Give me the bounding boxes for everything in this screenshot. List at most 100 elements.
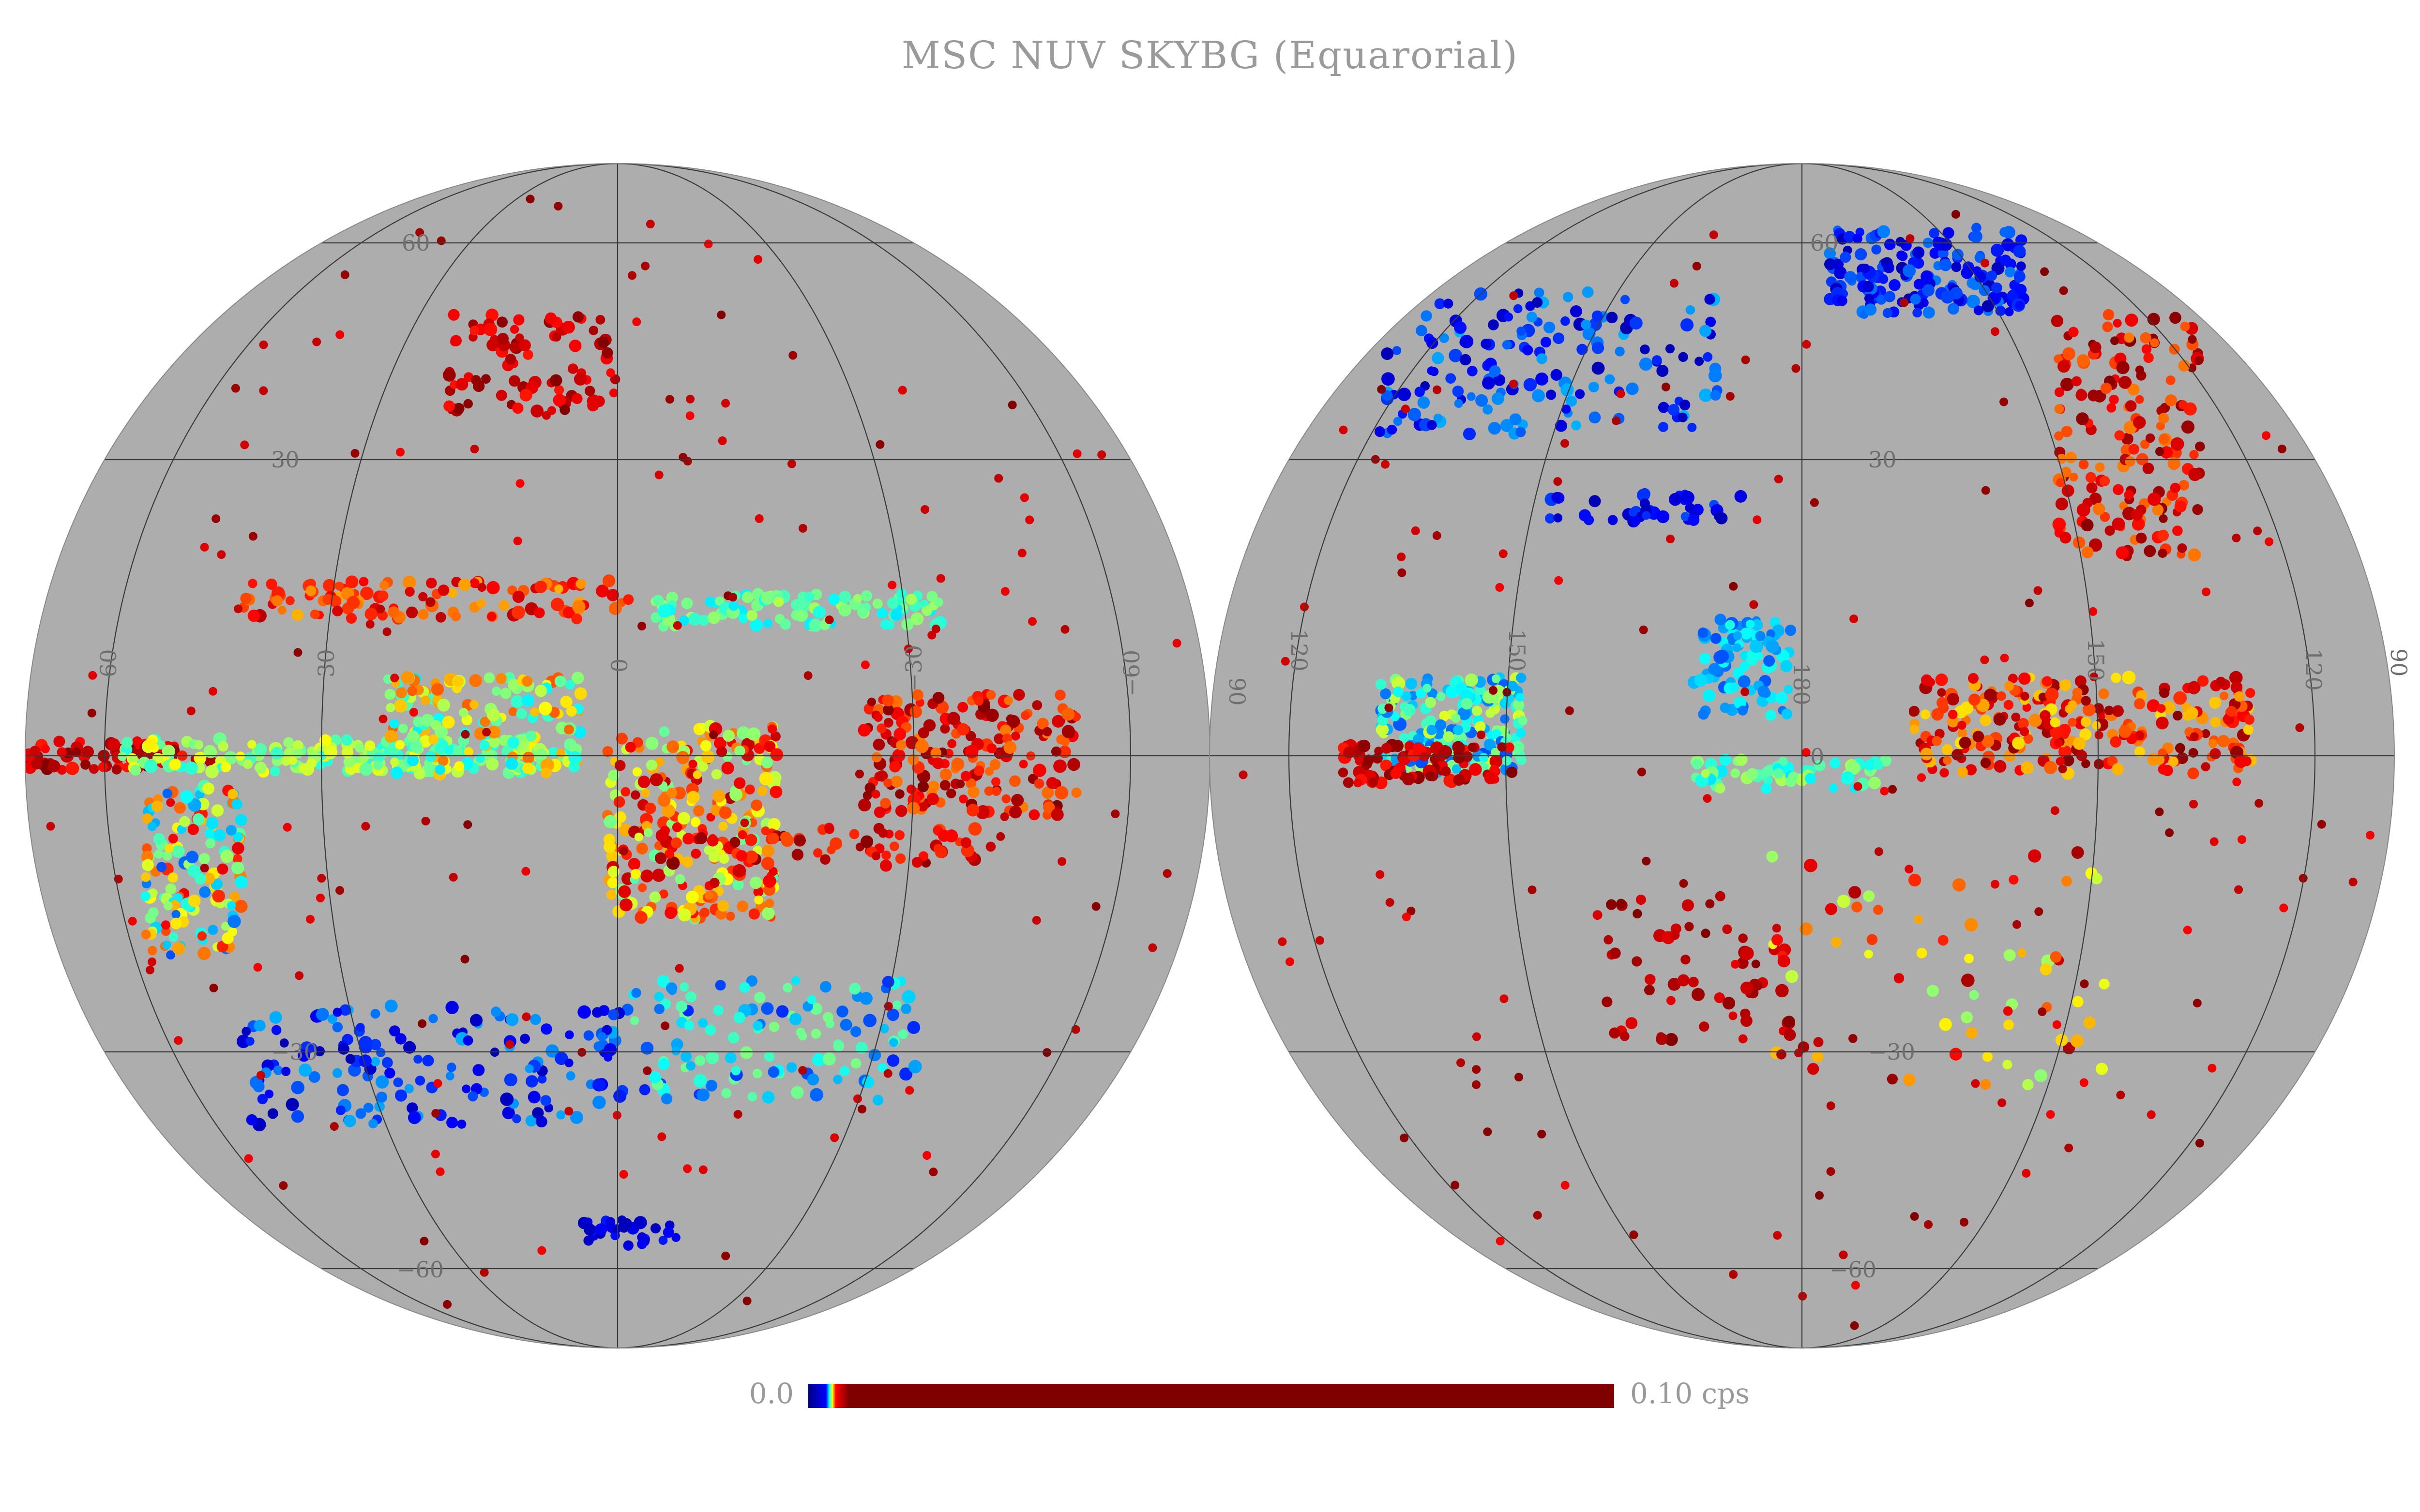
sky-field-dot xyxy=(1766,640,1779,653)
sky-field-dot xyxy=(1774,475,1783,484)
sky-field-dot xyxy=(436,612,446,623)
sky-field-dot xyxy=(2253,526,2262,536)
sky-field-dot xyxy=(666,740,680,753)
sky-field-dot xyxy=(2157,529,2169,541)
sky-field-dot xyxy=(2208,739,2218,748)
sky-field-dot xyxy=(572,311,584,323)
sky-field-dot xyxy=(637,622,647,630)
sky-field-dot xyxy=(686,890,699,904)
sky-field-dot xyxy=(1866,934,1878,945)
sky-field-dot xyxy=(220,850,234,863)
sky-field-dot xyxy=(231,384,240,393)
sky-field-dot xyxy=(2277,444,2286,453)
sky-field-dot xyxy=(1936,697,1948,709)
sky-field-dot xyxy=(810,1088,823,1102)
sky-field-dot xyxy=(513,314,525,326)
sky-field-dot xyxy=(1522,344,1533,356)
sky-field-dot xyxy=(464,747,473,757)
sky-field-dot xyxy=(156,862,167,872)
sky-field-dot xyxy=(2045,688,2059,702)
sky-field-dot xyxy=(475,753,485,763)
sky-field-dot xyxy=(565,680,575,689)
sky-field-dot xyxy=(738,830,747,839)
sky-field-dot xyxy=(229,891,240,902)
sky-field-dot xyxy=(1705,899,1715,909)
sky-field-dot xyxy=(675,964,684,973)
sky-field-dot xyxy=(330,1122,339,1131)
sky-field-dot xyxy=(1980,757,1991,768)
sky-field-dot xyxy=(406,606,418,618)
sky-field-dot xyxy=(1591,342,1604,354)
sky-field-dot xyxy=(554,202,563,211)
sky-field-dot xyxy=(2057,360,2070,373)
sky-field-dot xyxy=(1715,891,1725,901)
sky-field-dot xyxy=(1959,736,1971,749)
sky-field-dot xyxy=(537,1246,546,1255)
sky-field-dot xyxy=(500,1093,514,1106)
sky-field-dot xyxy=(1148,943,1157,952)
sky-field-dot xyxy=(631,988,641,998)
sky-field-dot xyxy=(1043,727,1052,736)
sky-field-dot xyxy=(731,1066,741,1076)
sky-field-dot xyxy=(1518,716,1528,726)
sky-field-dot xyxy=(344,1115,356,1127)
sky-field-dot xyxy=(359,1036,373,1049)
sky-field-dot xyxy=(1765,710,1776,721)
sky-field-dot xyxy=(871,790,880,799)
sky-field-dot xyxy=(1563,292,1573,302)
left-lat-label-m60: −60 xyxy=(397,1257,444,1283)
sky-field-dot xyxy=(861,835,874,848)
sky-field-dot xyxy=(609,388,619,398)
sky-field-dot xyxy=(1515,427,1526,437)
sky-field-dot xyxy=(2050,951,2062,963)
sky-field-dot xyxy=(1741,355,1750,364)
sky-field-dot xyxy=(1443,731,1454,742)
sky-field-dot xyxy=(1722,997,1736,1010)
sky-field-dot xyxy=(1467,743,1477,752)
sky-field-dot xyxy=(686,394,695,404)
sky-field-dot xyxy=(1025,515,1034,524)
sky-field-dot xyxy=(355,743,365,753)
sky-field-dot xyxy=(476,599,486,608)
sky-field-dot xyxy=(1435,719,1447,731)
sky-field-dot xyxy=(662,804,675,818)
sky-field-dot xyxy=(858,1105,867,1114)
sky-field-dot xyxy=(946,788,956,799)
sky-field-dot xyxy=(1629,508,1638,517)
sky-field-dot xyxy=(2220,691,2229,701)
sky-field-dot xyxy=(2152,504,2164,516)
left-lon-label-m60: −60 xyxy=(1119,650,1145,697)
right-lat-label-m30: −30 xyxy=(1868,1039,1915,1065)
sky-field-dot xyxy=(1499,994,1509,1003)
sky-field-dot xyxy=(1483,1127,1492,1137)
sky-field-dot xyxy=(917,781,929,793)
sky-field-dot xyxy=(410,741,423,753)
sky-field-dot xyxy=(515,333,524,343)
sky-field-dot xyxy=(719,806,732,819)
sky-field-dot xyxy=(2118,725,2132,738)
sky-field-dot xyxy=(142,813,153,824)
sky-field-dot xyxy=(2021,761,2034,775)
sky-field-dot xyxy=(1746,768,1758,780)
sky-field-dot xyxy=(2020,691,2029,701)
sky-field-dot xyxy=(2172,525,2183,536)
sky-field-dot xyxy=(905,1086,914,1095)
sky-field-dot xyxy=(787,459,796,468)
sky-field-dot xyxy=(350,449,360,458)
sky-field-dot xyxy=(394,1089,408,1102)
sky-field-dot xyxy=(469,1014,483,1027)
sky-field-dot xyxy=(535,685,547,697)
sky-field-dot xyxy=(2189,450,2199,460)
sky-field-dot xyxy=(1385,898,1394,907)
sky-field-dot xyxy=(2062,347,2075,360)
sky-field-dot xyxy=(1422,684,1432,693)
sky-field-dot xyxy=(168,834,178,844)
sky-field-dot xyxy=(57,747,67,757)
sky-field-dot xyxy=(2009,875,2019,885)
sky-field-dot xyxy=(1639,357,1653,371)
sky-field-dot xyxy=(568,363,578,374)
sky-field-dot xyxy=(764,740,776,752)
sky-field-dot xyxy=(310,609,320,619)
sky-field-dot xyxy=(2122,671,2136,685)
sky-field-dot xyxy=(370,1057,380,1066)
